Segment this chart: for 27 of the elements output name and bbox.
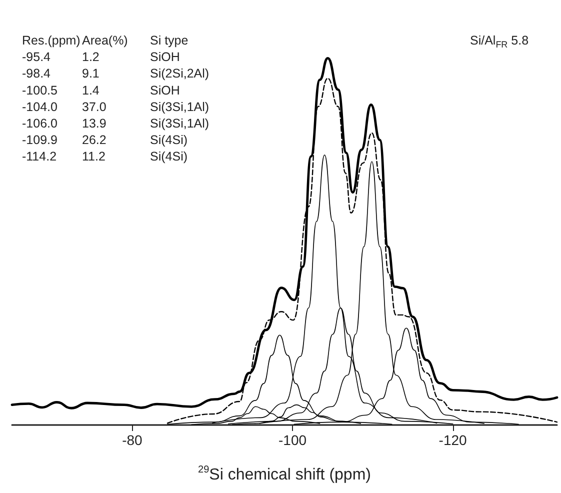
annotation: Si(3Si,1Al): [150, 116, 210, 130]
text: Res.(ppm): [22, 34, 80, 48]
annotation: -104.0: [22, 100, 58, 114]
annotation: 13.9: [82, 116, 106, 130]
annotation: -106.0: [22, 116, 58, 130]
annotation: 11.2: [82, 150, 106, 164]
annotation: -95.4: [22, 50, 51, 64]
x-tick-label: -80: [122, 432, 143, 448]
annotation: 9.1: [82, 66, 100, 81]
annotation: Si(4Si): [150, 150, 188, 164]
annotation: 1.4: [82, 83, 100, 98]
text: Area(%): [82, 34, 128, 48]
annotation: -114.2: [22, 150, 57, 164]
annotation: 26.2: [82, 133, 106, 148]
annotation: SiOH: [150, 50, 180, 64]
annotation: Si(4Si): [150, 133, 188, 148]
annotation: SiOH: [150, 83, 180, 98]
annotation: 37.0: [82, 100, 106, 114]
annotation: 1.2: [82, 50, 100, 64]
x-tick-label: -120: [438, 432, 468, 448]
annotation: Si(2Si,2Al): [150, 66, 210, 81]
text: Si type: [150, 34, 188, 48]
annotation: -109.9: [22, 133, 58, 148]
annotation: -98.4: [22, 66, 51, 81]
x-tick-label: -100: [278, 432, 307, 448]
annotation: Si(3Si,1Al): [150, 100, 210, 114]
annotation: -100.5: [22, 83, 58, 98]
